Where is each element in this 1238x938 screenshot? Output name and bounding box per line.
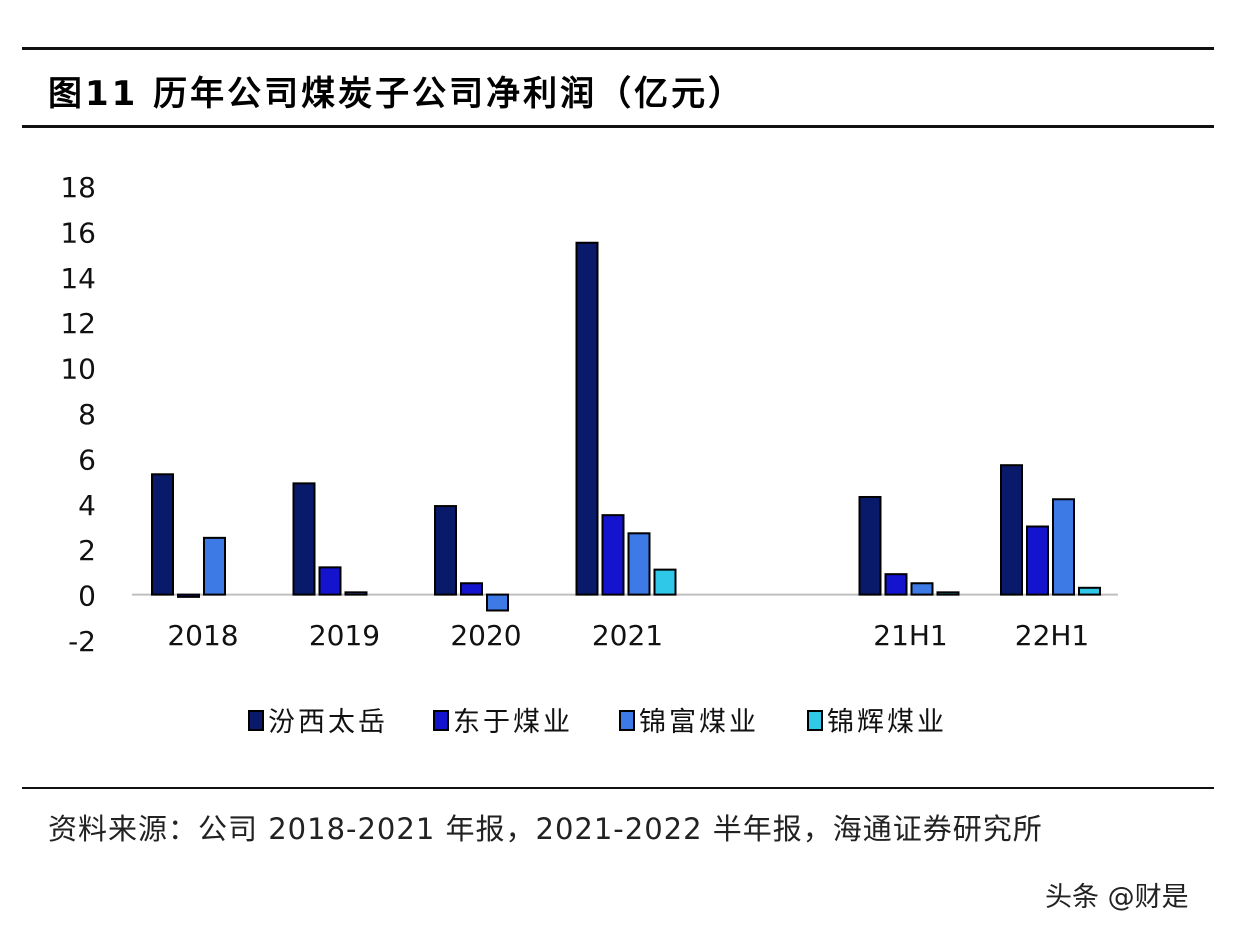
bar <box>203 536 226 596</box>
bar <box>858 495 882 596</box>
x-tick-label: 2018 <box>167 619 238 652</box>
bar <box>910 582 934 596</box>
legend-swatch <box>248 710 264 731</box>
chart-title: 图11 历年公司煤炭子公司净利润（亿元） <box>48 74 746 114</box>
bar <box>344 591 368 596</box>
bar <box>884 573 908 596</box>
legend-swatch <box>807 710 823 731</box>
bar <box>151 473 174 596</box>
y-tick-label: 12 <box>60 307 96 340</box>
y-tick-label: -2 <box>68 625 96 658</box>
legend-label: 锦富煤业 <box>639 707 759 738</box>
bar <box>318 566 342 596</box>
bar-chart: 18 16 14 12 10 8 6 4 2 0 -2 2018 2019 2020 2021 21H1 22H… <box>60 171 1118 738</box>
bar <box>1026 525 1049 596</box>
y-tick-label: 18 <box>60 171 96 204</box>
x-tick-label: 21H1 <box>873 619 948 652</box>
bar <box>575 241 599 596</box>
bar <box>653 568 677 596</box>
top-rule <box>22 47 1214 50</box>
y-tick-label: 14 <box>60 262 96 295</box>
y-tick-label: 6 <box>78 443 96 476</box>
bar <box>1000 464 1023 596</box>
y-tick-label: 8 <box>78 398 96 431</box>
x-tick-label: 2021 <box>592 619 663 652</box>
bar <box>177 593 200 598</box>
legend-swatch <box>619 710 635 731</box>
x-tick-label: 2019 <box>309 619 380 652</box>
y-tick-label: 2 <box>78 534 96 567</box>
bar <box>434 505 457 596</box>
bar <box>486 593 509 612</box>
bar <box>627 532 651 596</box>
y-tick-label: 4 <box>78 489 96 522</box>
watermark: 头条 @财是 <box>1045 882 1189 913</box>
bar <box>601 514 625 596</box>
y-tick-label: 10 <box>60 353 96 386</box>
y-tick-label: 0 <box>78 580 96 613</box>
bar <box>1052 498 1075 596</box>
source-note: 资料来源：公司 2018-2021 年报，2021-2022 半年报，海通证券研… <box>48 812 1043 846</box>
legend-label: 东于煤业 <box>453 707 573 738</box>
x-tick-label: 2020 <box>450 619 521 652</box>
title-rule <box>22 125 1214 128</box>
legend-swatch <box>433 710 449 731</box>
bar <box>1078 586 1101 596</box>
bar <box>936 591 960 596</box>
x-tick-label: 22H1 <box>1015 619 1090 652</box>
y-tick-label: 16 <box>60 216 96 249</box>
bottom-rule <box>22 787 1214 789</box>
legend-label: 汾西太岳 <box>268 707 388 738</box>
bar <box>460 582 483 596</box>
legend-label: 锦辉煤业 <box>827 707 947 738</box>
bar <box>292 482 316 596</box>
